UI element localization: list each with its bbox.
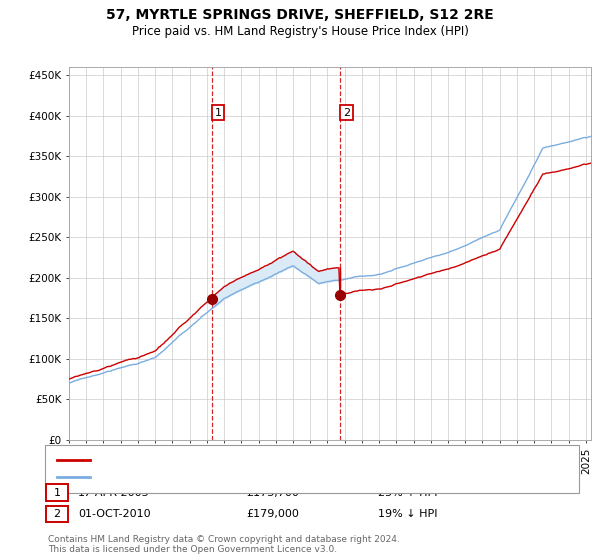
Text: 1: 1: [53, 488, 61, 498]
Text: 2: 2: [53, 509, 61, 519]
Text: £173,700: £173,700: [246, 488, 299, 498]
Text: 19% ↓ HPI: 19% ↓ HPI: [378, 509, 437, 519]
Text: 2: 2: [343, 108, 350, 118]
Text: HPI: Average price, detached house, Sheffield: HPI: Average price, detached house, Shef…: [96, 472, 335, 482]
Text: 25% ↑ HPI: 25% ↑ HPI: [378, 488, 437, 498]
Text: Price paid vs. HM Land Registry's House Price Index (HPI): Price paid vs. HM Land Registry's House …: [131, 25, 469, 38]
Text: 01-OCT-2010: 01-OCT-2010: [78, 509, 151, 519]
Text: 57, MYRTLE SPRINGS DRIVE, SHEFFIELD, S12 2RE (detached house): 57, MYRTLE SPRINGS DRIVE, SHEFFIELD, S12…: [96, 455, 447, 465]
Text: £179,000: £179,000: [246, 509, 299, 519]
Text: Contains HM Land Registry data © Crown copyright and database right 2024.
This d: Contains HM Land Registry data © Crown c…: [48, 535, 400, 554]
Text: 57, MYRTLE SPRINGS DRIVE, SHEFFIELD, S12 2RE: 57, MYRTLE SPRINGS DRIVE, SHEFFIELD, S12…: [106, 8, 494, 22]
Text: 17-APR-2003: 17-APR-2003: [78, 488, 149, 498]
Text: 1: 1: [214, 108, 221, 118]
